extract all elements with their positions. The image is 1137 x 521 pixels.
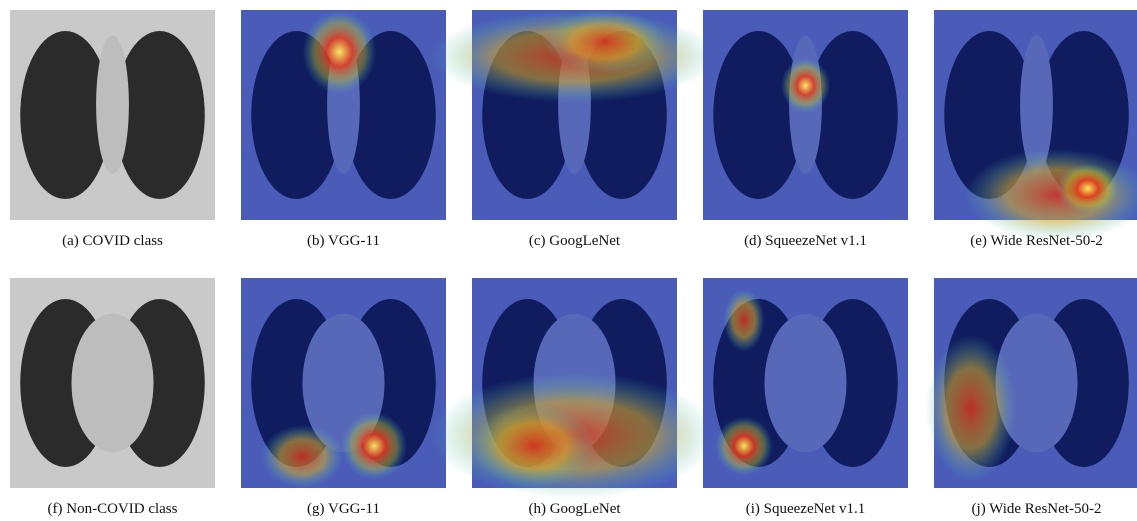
heat-spot bbox=[926, 335, 1016, 482]
panel bbox=[10, 10, 215, 220]
panel bbox=[703, 278, 908, 488]
heat-spot bbox=[303, 10, 377, 94]
mediastinum bbox=[96, 35, 129, 174]
panel bbox=[703, 10, 908, 220]
panel-caption: (i) SqueezeNet v1.1 bbox=[746, 501, 866, 517]
panel bbox=[10, 278, 215, 488]
panel-caption: (a) COVID class bbox=[62, 233, 163, 249]
panel-caption: (h) GoogLeNet bbox=[528, 501, 621, 517]
heat-spot bbox=[544, 10, 667, 73]
heat-spot bbox=[715, 417, 772, 476]
heat-spot bbox=[472, 404, 595, 488]
panel-caption: (c) GoogLeNet bbox=[529, 233, 621, 249]
panel-caption: (j) Wide ResNet-50-2 bbox=[972, 501, 1102, 517]
panel bbox=[934, 10, 1137, 241]
figure: (a) COVID class (b) VGG-11 (c) GoogLeNet (d… bbox=[0, 0, 1137, 521]
heat-spot bbox=[341, 412, 407, 479]
panel bbox=[241, 10, 446, 220]
panel bbox=[431, 10, 718, 220]
panel-caption: (f) Non-COVID class bbox=[48, 501, 178, 517]
mediastinum bbox=[765, 314, 847, 453]
panel bbox=[241, 278, 446, 488]
panel-caption: (d) SqueezeNet v1.1 bbox=[744, 233, 867, 249]
heat-spot bbox=[1057, 163, 1119, 213]
heat-spot bbox=[262, 425, 344, 488]
panel bbox=[926, 278, 1137, 488]
panel-caption: (b) VGG-11 bbox=[307, 233, 380, 249]
panel-caption: (e) Wide ResNet-50-2 bbox=[970, 233, 1102, 249]
heat-spot bbox=[781, 58, 830, 113]
heat-spot bbox=[724, 289, 765, 352]
panel bbox=[431, 278, 718, 499]
mediastinum bbox=[72, 314, 154, 453]
panel-caption: (g) VGG-11 bbox=[307, 501, 380, 517]
